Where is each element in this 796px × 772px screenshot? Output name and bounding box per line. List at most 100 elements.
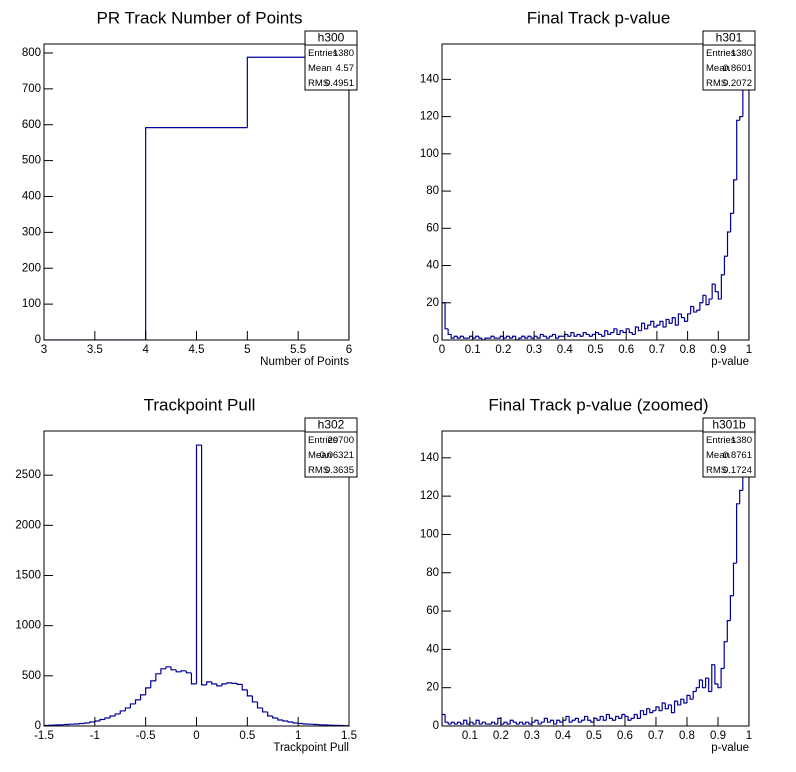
hist-bin — [582, 331, 587, 337]
hist-bin — [701, 680, 706, 689]
stats-key: Entries — [308, 48, 338, 59]
hist-bin — [674, 317, 679, 326]
hist-bin — [687, 313, 691, 322]
hist-bin — [119, 710, 126, 714]
stats-key: Mean — [706, 63, 730, 74]
hist-bin — [579, 334, 584, 337]
hist-bin — [611, 718, 616, 721]
y-tick-label: 500 — [22, 155, 41, 167]
hist-bin — [574, 717, 579, 721]
hist-bin — [680, 698, 684, 705]
y-tick-label: 100 — [420, 148, 439, 160]
hist-bin — [444, 302, 449, 330]
hist-bin — [720, 274, 725, 300]
hist-bin — [618, 716, 622, 719]
hist-bin — [469, 335, 473, 339]
hist-bin — [170, 666, 177, 671]
hist-bin — [463, 719, 467, 725]
x-tick-label: 0.8 — [679, 730, 695, 742]
stats-value: 0.8601 — [723, 63, 752, 74]
x-tick-label: 0.1 — [462, 730, 478, 742]
hist-bin — [653, 321, 657, 328]
x-tick-label: 0 — [193, 730, 199, 742]
chart-title: Trackpoint Pull — [144, 395, 256, 414]
hist-bin — [733, 179, 737, 214]
hist-bin — [599, 715, 604, 721]
hist-bin — [739, 116, 743, 121]
hist-bin — [590, 720, 594, 723]
hist-bin — [726, 620, 731, 642]
hist-bin — [537, 720, 542, 725]
hist-bin — [456, 721, 461, 725]
hist-bin — [246, 56, 349, 340]
hist-bin — [261, 707, 268, 713]
hist-bin — [622, 330, 627, 334]
hist-bin — [505, 335, 510, 339]
hist-bin — [530, 336, 535, 339]
hist-bin — [472, 722, 477, 725]
hist-bin — [484, 722, 489, 725]
hist-bin — [577, 718, 582, 723]
y-tick-label: 100 — [22, 298, 41, 310]
stats-box — [304, 417, 358, 478]
hist-bin — [568, 716, 573, 723]
hist-bin — [539, 333, 544, 339]
y-tick-label: 40 — [426, 643, 439, 655]
stats-key: RMS — [706, 78, 727, 89]
hist-bin — [195, 444, 202, 684]
stats-value: 0.8761 — [723, 450, 752, 461]
x-axis-title: Number of Points — [260, 356, 349, 368]
hist-bin — [558, 335, 562, 339]
hist-bin — [714, 664, 718, 685]
x-axis-title: Trackpoint Pull — [273, 742, 349, 754]
hist-bin — [497, 717, 501, 725]
hist-bin — [475, 335, 479, 339]
y-tick-label: 2000 — [15, 519, 41, 531]
stats-key: Entries — [308, 435, 338, 446]
x-tick-label: 0.9 — [710, 344, 726, 356]
hist-bin — [540, 721, 545, 725]
hist-bin — [94, 720, 100, 722]
hist-bin — [99, 718, 105, 721]
hist-bin — [702, 294, 707, 303]
hist-bin — [556, 719, 560, 725]
hist-bin — [639, 710, 644, 719]
y-tick-label: 400 — [22, 191, 41, 203]
x-tick-label: 0.1 — [465, 344, 481, 356]
hist-bin — [649, 708, 653, 714]
hist-bin — [624, 714, 629, 718]
plot — [44, 444, 349, 726]
x-tick-label: 0.7 — [648, 730, 664, 742]
hist-bin — [570, 331, 575, 337]
y-tick-label: 0 — [433, 334, 439, 346]
stats-value: 1380 — [333, 48, 354, 59]
hist-bin — [494, 722, 498, 725]
stats-box — [702, 30, 756, 91]
hist-bin — [619, 330, 624, 335]
chart-title: PR Track Number of Points — [97, 8, 303, 27]
hist-bin — [478, 336, 482, 339]
hist-bin — [493, 336, 498, 339]
y-tick-label: 120 — [420, 490, 439, 502]
x-tick-label: 6 — [346, 344, 352, 356]
y-tick-label: 0 — [433, 720, 439, 732]
hist-bin — [559, 720, 563, 723]
x-tick-label: 5.5 — [290, 344, 306, 356]
hist-bin — [615, 715, 619, 721]
x-tick-label: 1.5 — [341, 730, 357, 742]
hist-bin — [695, 687, 700, 692]
hist-bin — [658, 706, 663, 712]
hist-bin — [525, 721, 529, 725]
x-tick-label: 1 — [746, 730, 752, 742]
hist-bin — [565, 715, 570, 721]
x-tick-label: 0.8 — [680, 344, 696, 356]
stats-box — [702, 417, 756, 478]
hist-bin — [129, 703, 136, 708]
hist-bin — [287, 720, 294, 723]
hist-bin — [175, 669, 182, 673]
hist-bin — [524, 336, 528, 339]
stats-name: h301b — [712, 418, 746, 432]
hist-bin — [708, 678, 712, 693]
hist-bin — [698, 679, 703, 688]
hist-bin — [211, 681, 217, 685]
